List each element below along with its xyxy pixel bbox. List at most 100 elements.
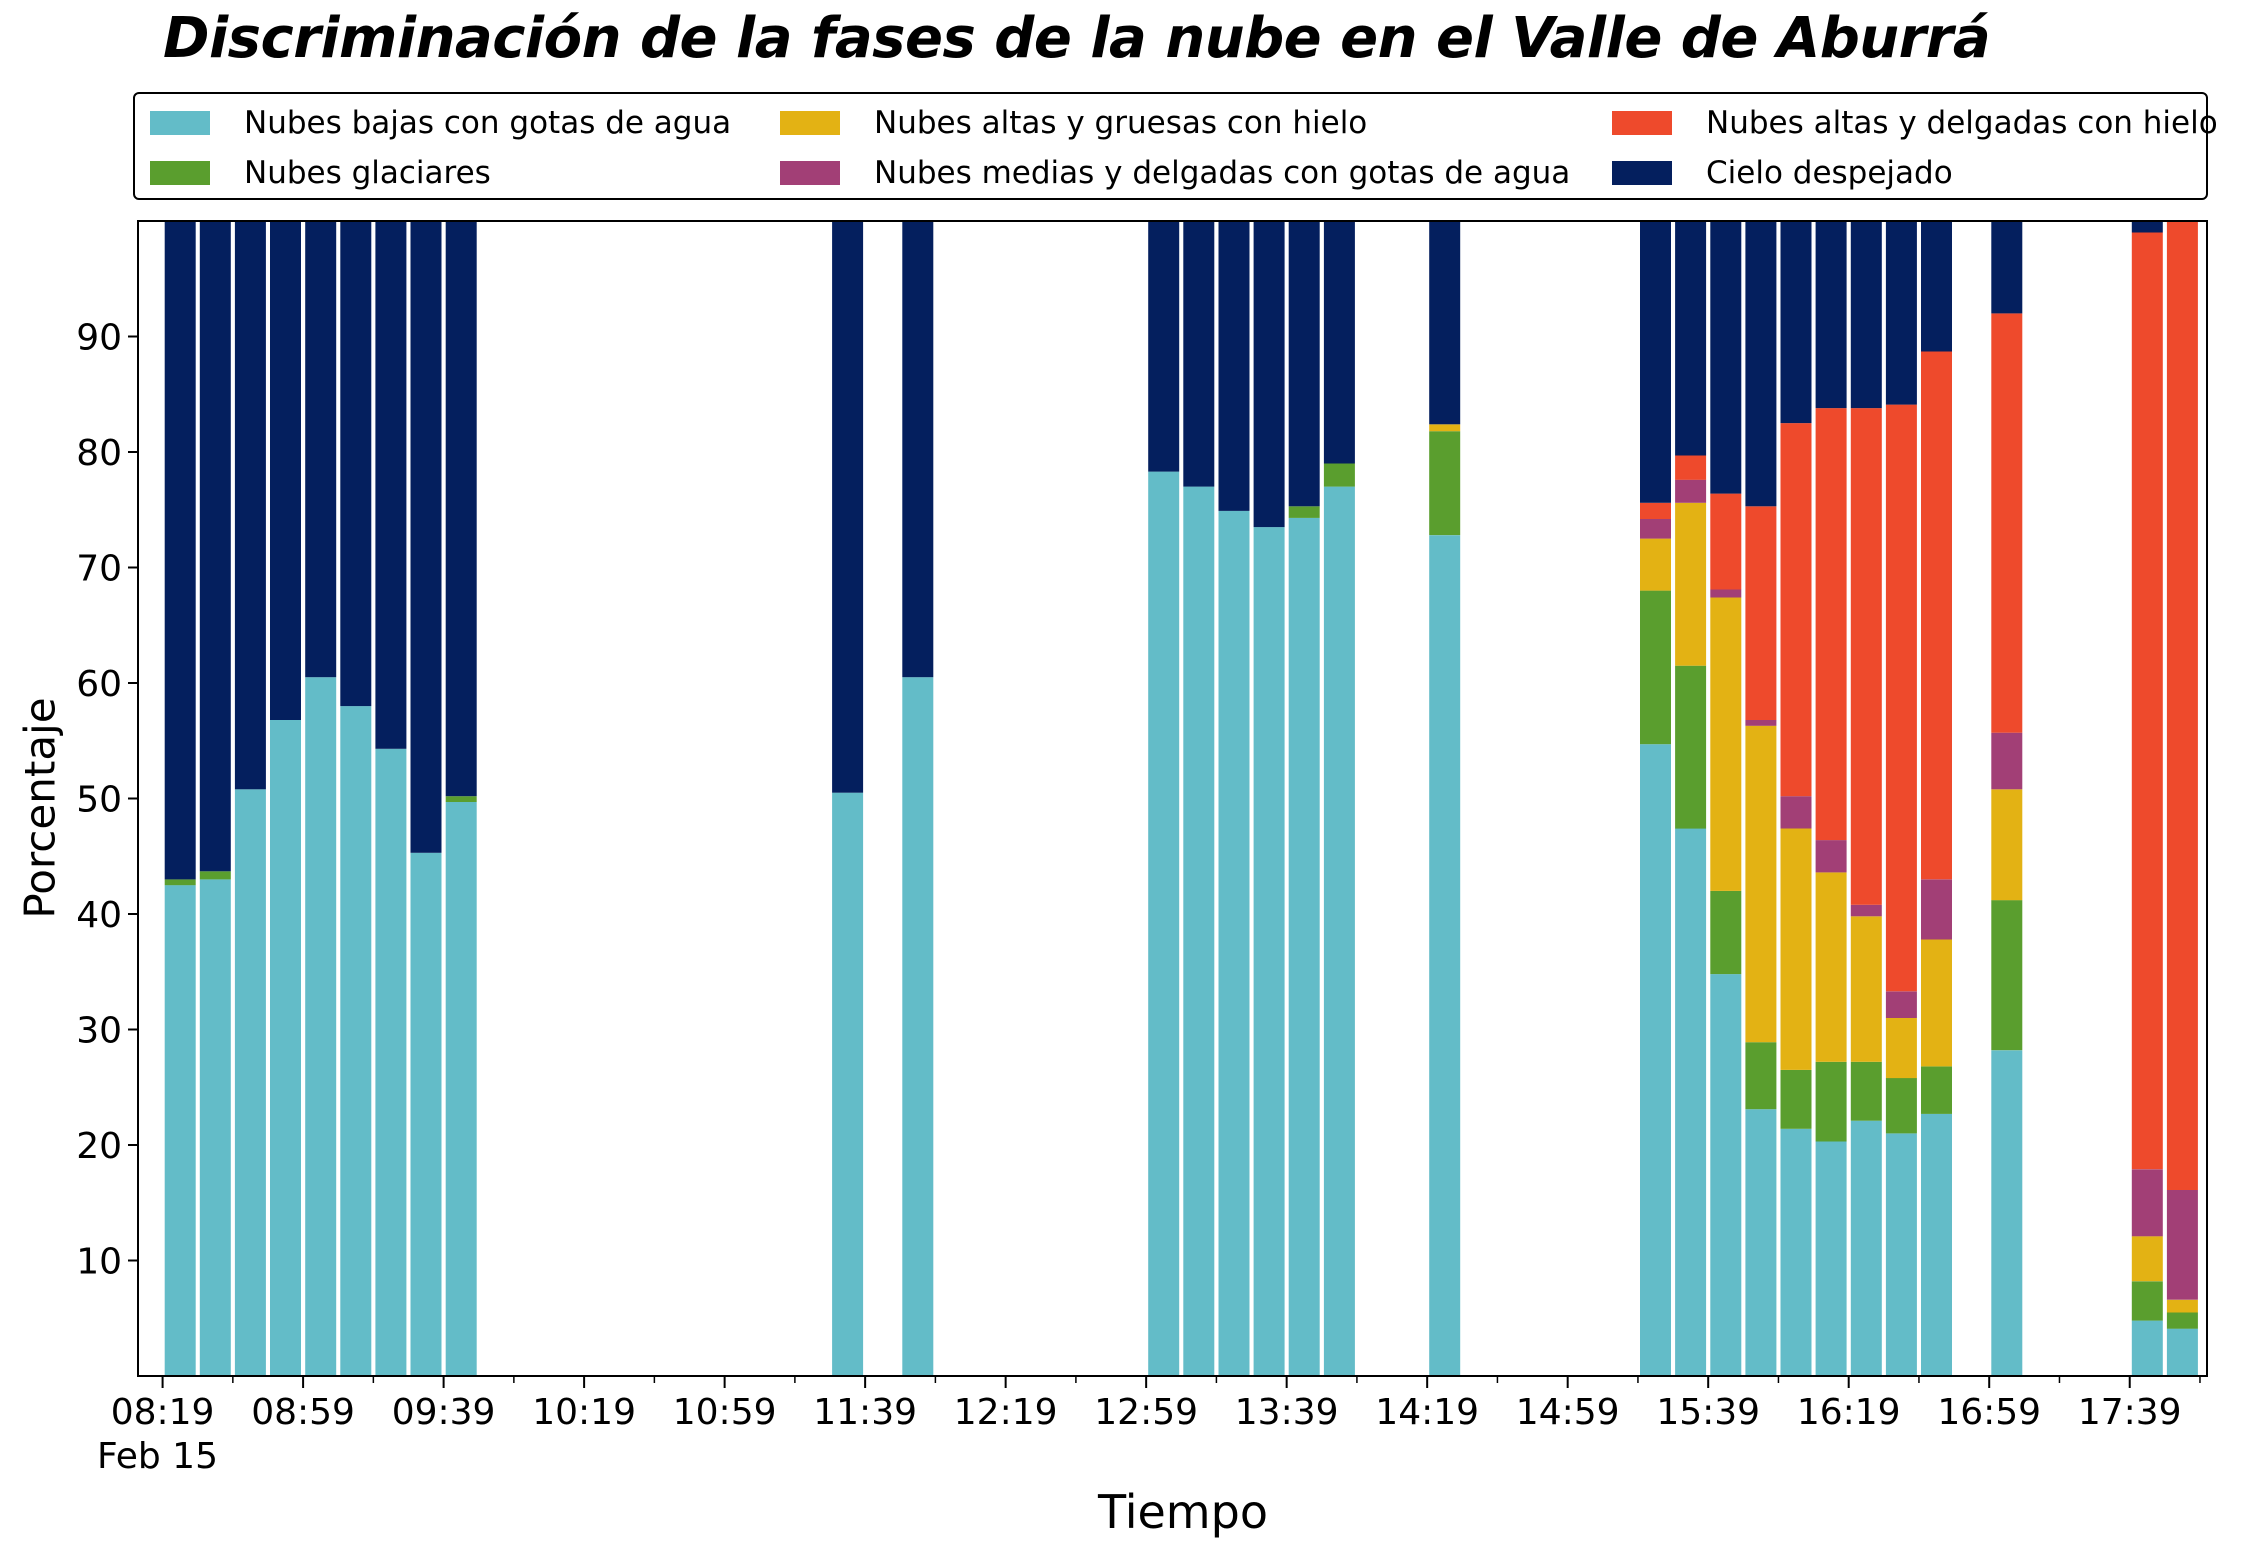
bars-layer bbox=[164, 221, 2198, 1377]
bar-segment bbox=[1710, 493, 1742, 590]
bar-segment bbox=[199, 221, 231, 872]
bar-segment bbox=[234, 221, 266, 790]
x-tick-label: 11:39 bbox=[813, 1392, 917, 1433]
bar-segment bbox=[1323, 221, 1355, 464]
bar-segment bbox=[1675, 828, 1707, 1376]
y-axis-label: Porcentaje bbox=[15, 697, 65, 919]
bar-segment bbox=[1675, 479, 1707, 503]
y-tick-label: 80 bbox=[76, 433, 122, 474]
bar-segment bbox=[1745, 1042, 1777, 1110]
bar-segment bbox=[1288, 506, 1320, 518]
y-tick-label: 20 bbox=[76, 1126, 122, 1167]
legend-item: Nubes glaciares bbox=[150, 153, 491, 193]
bar-segment bbox=[445, 796, 477, 802]
bar-segment bbox=[1815, 408, 1847, 841]
bar-segment bbox=[1991, 221, 2023, 314]
legend-label: Cielo despejado bbox=[1706, 155, 1953, 191]
bar-segment bbox=[1710, 221, 1742, 494]
bar-segment bbox=[1745, 720, 1777, 726]
bar-segment bbox=[199, 879, 231, 1376]
bar-segment bbox=[1921, 221, 1952, 352]
legend-swatch bbox=[1612, 161, 1672, 185]
x-tick-label: 12:59 bbox=[1094, 1392, 1198, 1433]
bar-segment bbox=[1991, 1050, 2023, 1376]
bar-segment bbox=[1745, 725, 1777, 1043]
bar-segment bbox=[1850, 1120, 1882, 1376]
x-tick-label: 14:19 bbox=[1375, 1392, 1479, 1433]
bar-segment bbox=[1815, 840, 1847, 873]
bar-segment bbox=[1710, 589, 1742, 598]
bar-segment bbox=[1640, 519, 1671, 539]
bar-segment bbox=[902, 221, 934, 678]
legend-label: Nubes altas y delgadas con hielo bbox=[1706, 105, 2218, 141]
x-tick-label: 13:39 bbox=[1235, 1392, 1339, 1433]
bar-segment bbox=[2166, 221, 2198, 1190]
bar-segment bbox=[2131, 1281, 2163, 1321]
legend-label: Nubes bajas con gotas de agua bbox=[244, 105, 732, 141]
bar-segment bbox=[1640, 744, 1671, 1376]
legend-item: Nubes altas y gruesas con hielo bbox=[780, 103, 1367, 143]
bar-segment bbox=[340, 221, 372, 707]
legend-swatch bbox=[150, 111, 210, 135]
bar-segment bbox=[1288, 517, 1320, 1376]
legend-item: Nubes medias y delgadas con gotas de agu… bbox=[780, 153, 1570, 193]
x-tick-label: 09:39 bbox=[392, 1392, 496, 1433]
bar-segment bbox=[1850, 221, 1882, 409]
bar-segment bbox=[902, 677, 934, 1376]
x-tick-label: 08:59 bbox=[251, 1392, 355, 1433]
bar-segment bbox=[1675, 455, 1707, 480]
x-axis-label: Tiempo bbox=[1098, 1485, 1268, 1539]
bar-segment bbox=[1885, 991, 1917, 1018]
bar-segment bbox=[2131, 1236, 2163, 1282]
bar-segment bbox=[1640, 538, 1671, 591]
y-tick-label: 10 bbox=[76, 1242, 122, 1283]
bar-segment bbox=[1815, 1061, 1847, 1142]
bar-segment bbox=[1885, 1133, 1917, 1376]
x-tick-label: 16:19 bbox=[1797, 1392, 1901, 1433]
legend-swatch bbox=[780, 111, 840, 135]
bar-segment bbox=[1710, 597, 1742, 891]
bar-segment bbox=[1218, 221, 1250, 511]
y-tick-label: 40 bbox=[76, 895, 122, 936]
bar-segment bbox=[1675, 221, 1707, 456]
bar-segment bbox=[1885, 221, 1917, 405]
bar-segment bbox=[1253, 527, 1285, 1376]
legend-item: Nubes bajas con gotas de agua bbox=[150, 103, 731, 143]
x-tick-label: 15:39 bbox=[1656, 1392, 1760, 1433]
bar-segment bbox=[1815, 872, 1847, 1062]
bar-segment bbox=[1429, 535, 1461, 1376]
bar-segment bbox=[1885, 1078, 1917, 1134]
legend-swatch bbox=[780, 161, 840, 185]
bar-segment bbox=[1288, 221, 1320, 507]
bar-segment bbox=[1850, 904, 1882, 917]
bar-segment bbox=[1780, 1128, 1812, 1376]
bar-segment bbox=[1640, 221, 1671, 503]
bar-segment bbox=[1780, 1069, 1812, 1129]
bar-segment bbox=[199, 871, 231, 880]
bar-segment bbox=[1429, 221, 1461, 425]
bar-segment bbox=[1323, 486, 1355, 1377]
bar-segment bbox=[2166, 1312, 2198, 1329]
bar-segment bbox=[234, 789, 266, 1376]
x-tick-label: 10:19 bbox=[532, 1392, 636, 1433]
bar-segment bbox=[1780, 828, 1812, 1070]
bar-segment bbox=[2131, 1320, 2163, 1376]
bar-segment bbox=[1921, 879, 1952, 940]
bar-segment bbox=[1815, 221, 1847, 409]
bar-segment bbox=[1921, 351, 1952, 880]
bar-segment bbox=[340, 706, 372, 1376]
bar-segment bbox=[270, 221, 301, 720]
bar-segment bbox=[1850, 408, 1882, 905]
bar-segment bbox=[1991, 732, 2023, 790]
y-tick-label: 70 bbox=[76, 549, 122, 590]
bar-segment bbox=[1885, 1018, 1917, 1079]
bar-segment bbox=[1323, 463, 1355, 487]
bar-segment bbox=[1850, 1061, 1882, 1121]
bar-segment bbox=[270, 720, 301, 1376]
bar-segment bbox=[1780, 796, 1812, 829]
legend-swatch bbox=[1612, 111, 1672, 135]
bar-segment bbox=[2166, 1299, 2198, 1313]
bar-segment bbox=[410, 221, 442, 853]
bar-segment bbox=[2131, 232, 2163, 1170]
bar-segment bbox=[164, 885, 196, 1376]
